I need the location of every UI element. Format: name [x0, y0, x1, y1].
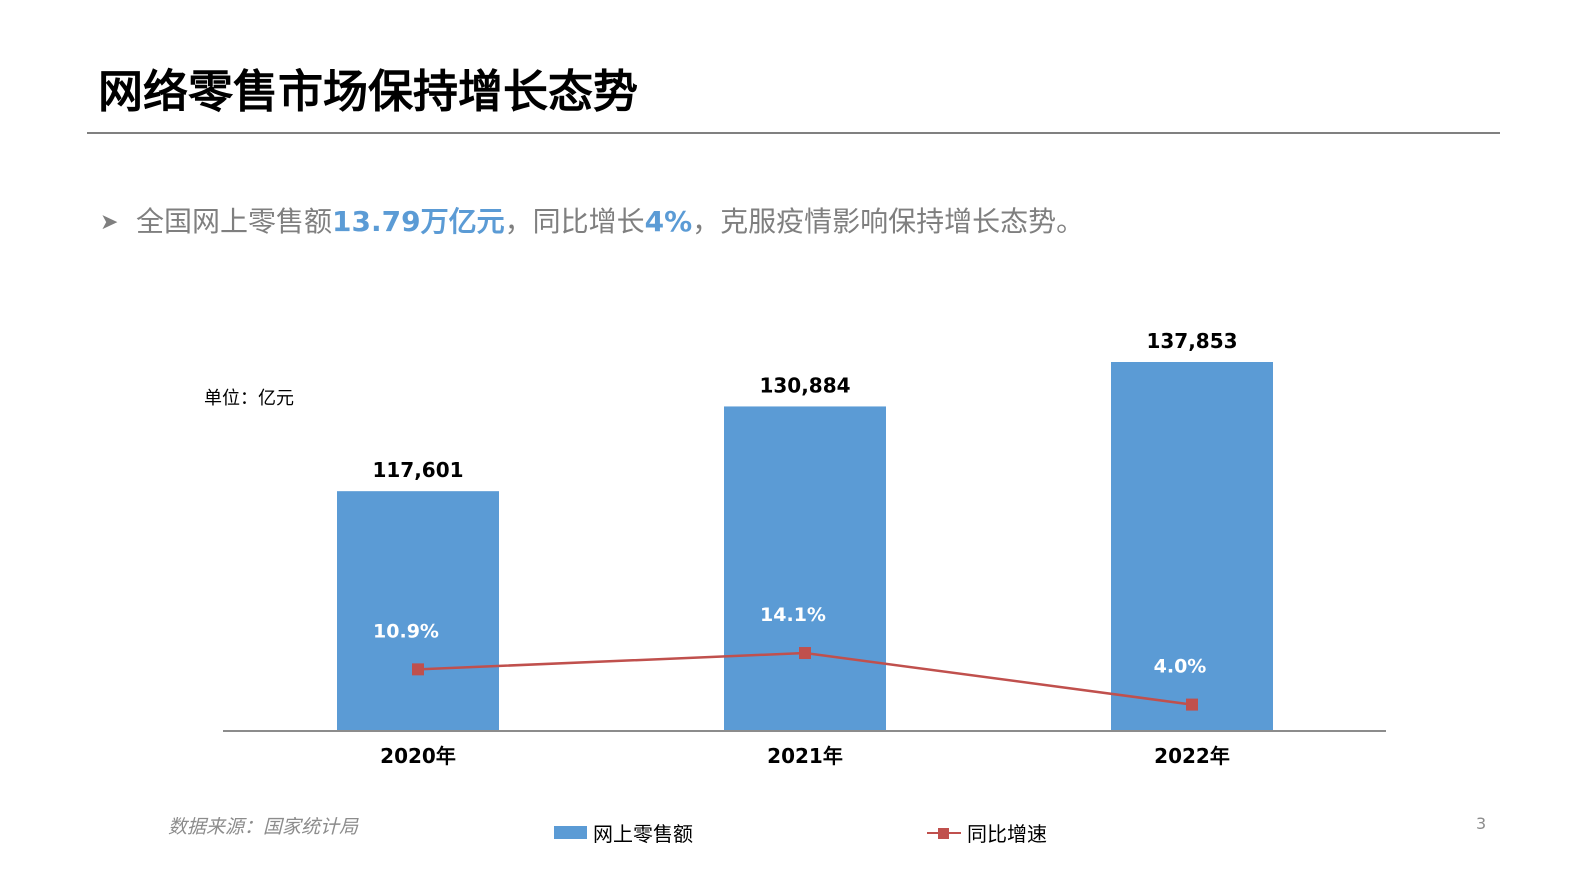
bullet-text-part: 全国网上零售额: [136, 205, 333, 238]
x-axis-labels: 2020年 2021年 2022年: [380, 744, 1230, 768]
bullet-text-part: ，同比增长: [504, 205, 645, 238]
x-axis-tick-label: 2020年: [380, 744, 456, 768]
legend-line-marker-icon: [927, 826, 961, 840]
title-divider: [87, 132, 1500, 134]
bullet-highlight-amount: 13.79万亿元: [332, 205, 505, 238]
unit-label: 单位：亿元: [204, 388, 294, 409]
growth-value-label: 4.0%: [1154, 656, 1207, 678]
arrow-bullet-icon: ➤: [100, 210, 119, 235]
bar-value-label: 130,884: [759, 373, 850, 397]
legend-bar-swatch-icon: [554, 826, 587, 839]
bar-series: [337, 362, 1273, 731]
bar-value-label: 117,601: [372, 458, 463, 482]
data-source: 数据来源：国家统计局: [168, 816, 359, 838]
growth-value-label: 10.9%: [373, 620, 439, 642]
square-marker-icon: [799, 647, 811, 660]
line-series: [412, 647, 1198, 711]
bar-2021年: [724, 406, 886, 731]
data-labels: 117,601 130,884 137,853 10.9% 14.1% 4.0%: [372, 329, 1237, 678]
legend-bar-label: 网上零售额: [593, 822, 693, 846]
bullet-point: ➤ 全国网上零售额13.79万亿元，同比增长4%，克服疫情影响保持增长态势。: [100, 202, 1084, 243]
legend-item-line: 同比增速: [927, 818, 1047, 847]
bar-value-label: 137,853: [1146, 329, 1237, 353]
bullet-highlight-growth: 4%: [644, 205, 693, 238]
x-axis-tick-label: 2022年: [1154, 744, 1230, 768]
x-axis-tick-label: 2021年: [767, 744, 843, 768]
bar-2020年: [337, 491, 499, 731]
slide-title: 网络零售市场保持增长态势: [98, 65, 639, 118]
square-marker-icon: [412, 663, 424, 676]
legend-item-bar: 网上零售额: [554, 818, 693, 847]
bar-2022年: [1111, 362, 1273, 731]
square-marker-icon: [1186, 698, 1198, 711]
legend-line-label: 同比增速: [967, 822, 1047, 846]
page-number: 3: [1476, 814, 1487, 833]
bullet-text-part: ，克服疫情影响保持增长态势。: [692, 205, 1085, 238]
growth-value-label: 14.1%: [760, 604, 826, 626]
